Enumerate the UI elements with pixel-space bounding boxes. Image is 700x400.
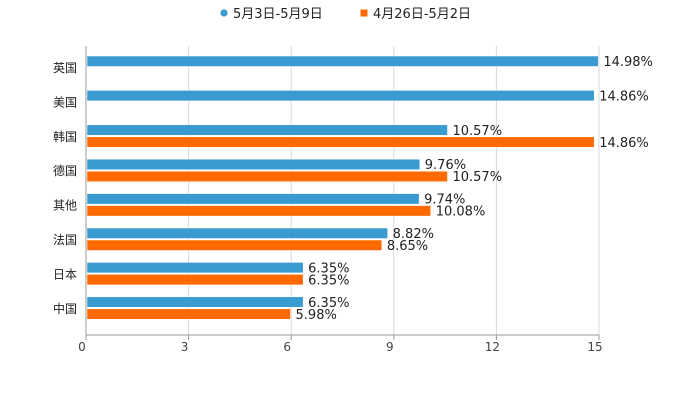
data-label: 14.98% [603,55,653,70]
bar [86,170,448,182]
axes: 0 3 6 9 12 15 [78,46,603,354]
bar [86,193,420,205]
legend-marker [360,9,368,17]
x-tick-label: 15 [587,340,602,354]
legend: 5月3日-5月9日 4月26日-5月2日 [220,7,471,22]
bar [86,296,304,308]
data-label: 8.82% [393,227,434,242]
bar [86,158,421,170]
data-labels: 英国 14.98%美国 14.86%韩国 10.57%14.86%德国 9.76%10.… [53,55,653,323]
category-label: 其他 [53,199,77,213]
category-label: 日本 [53,267,77,281]
data-label: 9.76% [425,158,466,173]
bar [86,274,304,286]
x-tick-label: 0 [78,340,86,354]
bar [86,227,388,239]
category-label: 法国 [53,233,77,247]
bar [86,262,304,274]
bar [86,55,599,67]
data-label: 6.35% [308,261,349,276]
bar [86,205,431,217]
data-label: 10.57% [452,170,502,185]
category-label: 美国 [53,95,77,109]
bar [86,239,383,251]
category-label: 中国 [53,301,77,316]
x-tick-label: 3 [181,340,189,354]
data-label: 8.65% [387,239,428,254]
data-label: 6.35% [308,296,349,311]
data-label: 10.08% [436,205,486,220]
category-label: 德国 [53,163,77,178]
bar [86,124,448,136]
category-label: 韩国 [53,129,77,144]
x-tick-label: 12 [485,340,500,354]
legend-marker [220,9,228,17]
legend-label: 4月26日-5月2日 [373,7,471,22]
x-tick-label: 9 [386,340,394,354]
bar [86,90,595,102]
data-label: 14.86% [599,136,649,151]
x-tick-label: 6 [283,340,291,354]
bars [86,55,599,320]
bar [86,308,291,320]
category-label: 英国 [53,61,77,75]
data-label: 10.57% [452,124,502,139]
grid-lines [188,46,600,335]
data-label: 14.86% [599,89,649,104]
legend-label: 5月3日-5月9日 [233,7,323,22]
data-label: 9.74% [424,193,465,208]
bar [86,136,595,148]
data-label: 5.98% [296,308,337,323]
data-label: 6.35% [308,273,349,288]
